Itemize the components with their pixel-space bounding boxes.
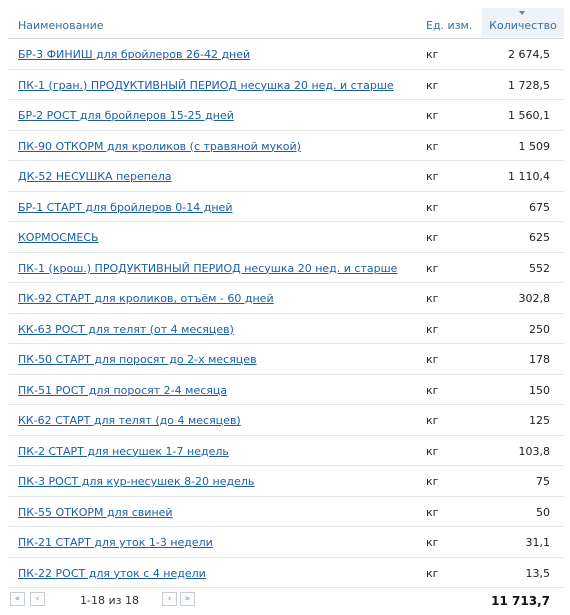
unit-cell: кг — [426, 383, 439, 397]
table-row: ПК-21 СТАРТ для уток 1-3 недели кг 31,1 — [8, 527, 564, 558]
unit-cell: кг — [426, 475, 439, 488]
sort-descending-icon — [519, 11, 525, 15]
column-header-unit[interactable]: Ед. изм. — [426, 19, 473, 32]
double-chevron-right-icon[interactable]: » — [180, 592, 195, 606]
table-row: КК-62 СТАРТ для телят (до 4 месяцев) кг 12… — [8, 405, 564, 436]
unit-cell: кг — [426, 292, 439, 305]
quantity-cell: 125 — [529, 414, 550, 427]
quantity-cell: 1 110,4 — [508, 170, 550, 183]
unit-cell: кг — [426, 322, 439, 336]
product-link[interactable]: ПК-2 СТАРТ для несушек 1-7 недель — [18, 444, 229, 458]
product-link[interactable]: КОРМОСМЕСЬ — [18, 231, 99, 244]
table-row: ПК-51 РОСТ для поросят 2-4 месяца кг 150 — [8, 375, 564, 405]
unit-cell: кг — [426, 353, 439, 366]
product-link[interactable]: КК-62 СТАРТ для телят (до 4 месяцев) — [18, 414, 241, 427]
column-header-quantity[interactable]: Количество — [482, 8, 564, 37]
unit-cell: кг — [426, 139, 439, 153]
table-row: ПК-50 СТАРТ для поросят до 2-х месяцев кг… — [8, 344, 564, 375]
table-row: БР-1 СТАРТ для бройлеров 0-14 дней кг 675 — [8, 192, 564, 222]
quantity-cell: 1 560,1 — [508, 109, 550, 122]
quantity-total: 11 713,7 — [491, 594, 550, 608]
table-row: КК-63 РОСТ для телят (от 4 месяцев) кг 250 — [8, 314, 564, 344]
quantity-cell: 1 728,5 — [508, 78, 550, 92]
product-link[interactable]: БР-3 ФИНИШ для бройлеров 26-42 дней — [18, 48, 251, 61]
product-link[interactable]: ПК-1 (крош.) ПРОДУКТИВНЫЙ ПЕРИОД несушка… — [18, 261, 398, 275]
product-link[interactable]: ПК-51 РОСТ для поросят 2-4 месяца — [18, 383, 228, 397]
product-link[interactable]: БР-2 РОСТ для бройлеров 15-25 дней — [18, 109, 234, 122]
unit-cell: кг — [426, 505, 439, 519]
unit-cell: кг — [426, 78, 439, 92]
unit-cell: кг — [426, 48, 439, 61]
unit-cell: кг — [426, 536, 439, 549]
quantity-cell: 50 — [536, 505, 550, 519]
product-link[interactable]: БР-1 СТАРТ для бройлеров 0-14 дней — [18, 200, 233, 214]
quantity-cell: 675 — [529, 200, 550, 214]
unit-cell: кг — [426, 261, 439, 275]
quantity-cell: 103,8 — [518, 444, 551, 458]
unit-cell: кг — [426, 231, 439, 244]
table-row: ДК-52 НЕСУШКА перепела кг 1 110,4 — [8, 161, 564, 192]
quantity-cell: 150 — [529, 383, 550, 397]
column-header-name[interactable]: Наименование — [18, 19, 104, 32]
product-link[interactable]: КК-63 РОСТ для телят (от 4 месяцев) — [18, 322, 234, 336]
product-link[interactable]: ПК-92 СТАРТ для кроликов, отъём - 60 дне… — [18, 292, 274, 305]
product-link[interactable]: ПК-50 СТАРТ для поросят до 2-х месяцев — [18, 353, 257, 366]
double-chevron-left-icon[interactable]: « — [10, 592, 25, 606]
chevron-right-icon[interactable]: › — [162, 592, 177, 606]
table-row: ПК-90 ОТКОРМ для кроликов (с травяной му… — [8, 131, 564, 161]
table-row: ПК-92 СТАРТ для кроликов, отъём - 60 дне… — [8, 283, 564, 314]
quantity-cell: 13,5 — [525, 566, 551, 580]
chevron-left-icon[interactable]: ‹ — [30, 592, 45, 606]
table-header: Наименование Ед. изм. Количество — [8, 8, 564, 39]
quantity-cell: 31,1 — [525, 536, 551, 549]
column-header-quantity-label: Количество — [489, 19, 557, 32]
quantity-cell: 178 — [529, 353, 550, 366]
pagination-info: 1-18 из 18 — [80, 594, 139, 607]
table-row: ПК-1 (крош.) ПРОДУКТИВНЫЙ ПЕРИОД несушка… — [8, 253, 564, 283]
table-row: КОРМОСМЕСЬ кг 625 — [8, 222, 564, 253]
table-row: БР-3 ФИНИШ для бройлеров 26-42 дней кг 2 6… — [8, 39, 564, 70]
quantity-cell: 2 674,5 — [508, 48, 550, 61]
table-row: БР-2 РОСТ для бройлеров 15-25 дней кг 1 56… — [8, 100, 564, 131]
product-link[interactable]: ПК-22 РОСТ для уток с 4 недели — [18, 566, 206, 580]
unit-cell: кг — [426, 414, 439, 427]
unit-cell: кг — [426, 200, 439, 214]
table-row: ПК-2 СТАРТ для несушек 1-7 недель кг 103,8 — [8, 436, 564, 466]
table-row: ПК-22 РОСТ для уток с 4 недели кг 13,5 — [8, 558, 564, 588]
product-link[interactable]: ПК-90 ОТКОРМ для кроликов (с травяной му… — [18, 139, 301, 153]
unit-cell: кг — [426, 444, 439, 458]
unit-cell: кг — [426, 109, 439, 122]
quantity-cell: 250 — [529, 322, 550, 336]
unit-cell: кг — [426, 170, 439, 183]
quantity-cell: 625 — [529, 231, 550, 244]
product-link[interactable]: ПК-3 РОСТ для кур-несушек 8-20 недель — [18, 475, 255, 488]
table-body: БР-3 ФИНИШ для бройлеров 26-42 дней кг 2 6… — [8, 39, 564, 588]
products-table: Наименование Ед. изм. Количество БР-3 ФИ… — [8, 8, 564, 588]
table-row: ПК-1 (гран.) ПРОДУКТИВНЫЙ ПЕРИОД несушка… — [8, 70, 564, 100]
table-row: ПК-55 ОТКОРМ для свиней кг 50 — [8, 497, 564, 527]
unit-cell: кг — [426, 566, 439, 580]
quantity-cell: 552 — [529, 261, 550, 275]
table-footer: « ‹ 1-18 из 18 › » 11 713,7 — [8, 590, 564, 612]
quantity-cell: 75 — [536, 475, 550, 488]
product-link[interactable]: ПК-55 ОТКОРМ для свиней — [18, 505, 173, 519]
quantity-cell: 302,8 — [518, 292, 551, 305]
product-link[interactable]: ПК-1 (гран.) ПРОДУКТИВНЫЙ ПЕРИОД несушка… — [18, 78, 394, 92]
product-link[interactable]: ДК-52 НЕСУШКА перепела — [18, 170, 172, 183]
table-row: ПК-3 РОСТ для кур-несушек 8-20 недель кг 7… — [8, 466, 564, 497]
quantity-cell: 1 509 — [518, 139, 551, 153]
product-link[interactable]: ПК-21 СТАРТ для уток 1-3 недели — [18, 536, 213, 549]
